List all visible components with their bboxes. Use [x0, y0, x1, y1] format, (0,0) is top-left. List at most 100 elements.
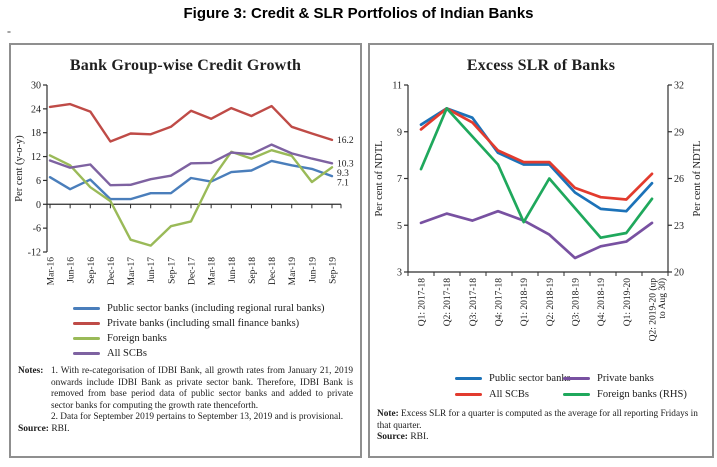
legend-item-foreign: Foreign banks	[73, 331, 360, 346]
svg-text:9: 9	[397, 127, 402, 138]
svg-text:Jun-19: Jun-19	[308, 257, 318, 283]
svg-text:Sep-17: Sep-17	[167, 257, 177, 284]
slr-chart-legend: Public sector banks Private banks All SC…	[455, 371, 712, 402]
svg-text:32: 32	[674, 81, 684, 92]
svg-text:9.3: 9.3	[337, 169, 349, 179]
note-text: Excess SLR for a quarter is computed as …	[377, 409, 698, 432]
credit-growth-panel: Bank Group-wise Credit Growth -12 -6 0 6 12 1…	[9, 43, 362, 458]
credit-chart-title: Bank Group-wise Credit Growth	[69, 57, 302, 74]
svg-text:Sep-18: Sep-18	[248, 257, 258, 284]
legend-line-icon	[455, 393, 482, 396]
legend-item-foreign: Foreign banks (RHS)	[563, 387, 712, 402]
legend-line-icon	[563, 377, 590, 380]
legend-item-private: Private banks (including small finance b…	[73, 316, 360, 331]
svg-text:7: 7	[397, 174, 402, 185]
svg-text:18: 18	[31, 128, 41, 139]
svg-text:Q1: 2017-18: Q1: 2017-18	[418, 278, 428, 327]
legend-label: All SCBs	[107, 348, 147, 359]
figure-title: Figure 3: Credit & SLR Portfolios of Ind…	[183, 5, 534, 22]
legend-label: Public sector banks (including regional …	[107, 303, 325, 314]
svg-text:Per cent (y-o-y): Per cent (y-o-y)	[14, 135, 25, 202]
legend-label: Public sector banks	[489, 373, 571, 384]
svg-text:23: 23	[674, 221, 684, 232]
legend-item-all-scbs: All SCBs	[73, 346, 360, 361]
svg-text:Sep-19: Sep-19	[329, 257, 339, 284]
legend-label: Foreign banks (RHS)	[597, 389, 687, 400]
svg-text:Q1: 2019-20: Q1: 2019-20	[623, 278, 633, 327]
svg-text:16.2: 16.2	[337, 136, 354, 146]
legend-line-icon	[73, 322, 100, 325]
legend-line-icon	[73, 337, 100, 340]
svg-text:Q1: 2018-19: Q1: 2018-19	[520, 278, 530, 327]
legend-label: Private banks (including small finance b…	[107, 318, 300, 329]
series-line-2	[48, 148, 334, 247]
svg-text:6: 6	[36, 176, 41, 187]
svg-text:-12: -12	[28, 248, 41, 259]
svg-text:Dec-18: Dec-18	[268, 257, 278, 285]
svg-text:Per cent of NDTL: Per cent of NDTL	[692, 140, 703, 216]
source-text: RBI.	[51, 424, 70, 435]
svg-text:5: 5	[397, 221, 402, 232]
slr-chart-title: Excess SLR of Banks	[466, 57, 616, 74]
series-line-1	[419, 107, 654, 201]
chart-axes: 3 5 7 9 11 20 23 26 29 32	[392, 81, 684, 279]
svg-text:Dec-16: Dec-16	[107, 257, 117, 285]
svg-text:Q3: 2018-19: Q3: 2018-19	[572, 278, 582, 327]
svg-text:Dec-17: Dec-17	[188, 257, 198, 285]
credit-chart-legend: Public sector banks (including regional …	[73, 301, 360, 361]
svg-text:24: 24	[31, 104, 41, 115]
series-line-0	[48, 159, 334, 201]
legend-line-icon	[455, 377, 482, 380]
svg-text:Jun-16: Jun-16	[67, 257, 77, 283]
series-end-labels: 16.2 10.39.37.1	[337, 136, 354, 188]
svg-text:10.3: 10.3	[337, 159, 354, 169]
svg-text:Mar-16: Mar-16	[47, 257, 57, 286]
svg-text:Q2: 2018-19: Q2: 2018-19	[546, 278, 556, 327]
legend-item-all-scbs: All SCBs	[455, 387, 563, 402]
svg-text:29: 29	[674, 127, 684, 138]
y-axis-titles: Per cent (y-o-y)	[14, 135, 25, 202]
notes-label: Notes:	[18, 366, 44, 376]
svg-text:0: 0	[36, 200, 41, 211]
svg-text:7.1: 7.1	[337, 178, 349, 188]
source-label: Source:	[377, 432, 408, 443]
series-line-3	[48, 143, 334, 187]
svg-text:20: 20	[674, 268, 684, 279]
svg-text:Mar-19: Mar-19	[288, 257, 298, 286]
credit-chart-notes: Notes: 1. With re-categorisation of IDBI…	[18, 366, 353, 424]
slr-chart-note: Note: Excess SLR for a quarter is comput…	[377, 408, 705, 432]
svg-text:Q2: 2019-20 (up: Q2: 2019-20 (up	[648, 278, 659, 342]
series-line-3	[419, 107, 654, 240]
legend-label: Private banks	[597, 373, 654, 384]
chart-axes: -12 -6 0 6 12 18 24 30	[28, 81, 342, 259]
series-line-2	[419, 209, 654, 260]
svg-text:Q2: 2017-18: Q2: 2017-18	[443, 278, 453, 327]
excess-slr-chart: 3 5 7 9 11 20 23 26 29 32 Q1: 2017-18 Q2: 2017-18 Q3…	[374, 81, 703, 342]
svg-text:Jun-18: Jun-18	[228, 257, 238, 283]
svg-text:30: 30	[31, 81, 41, 92]
svg-text:12: 12	[31, 152, 41, 163]
slr-chart-source: Source: RBI.	[377, 432, 705, 442]
credit-chart-source: Source: RBI.	[18, 424, 353, 434]
note-label: Note:	[377, 409, 399, 419]
legend-line-icon	[563, 393, 590, 396]
svg-text:Per cent of NDTL: Per cent of NDTL	[374, 140, 385, 216]
svg-text:to Aug 30): to Aug 30)	[657, 278, 668, 319]
note-item-2: 2. Data for September 2019 pertains to S…	[51, 412, 344, 423]
source-text: RBI.	[410, 432, 429, 443]
legend-line-icon	[73, 352, 100, 355]
legend-label: Foreign banks	[107, 333, 167, 344]
legend-item-private: Private banks	[563, 371, 712, 386]
legend-item-public-sector: Public sector banks	[455, 371, 571, 386]
svg-text:11: 11	[392, 81, 402, 92]
svg-text:Jun-17: Jun-17	[147, 257, 157, 283]
x-axis-labels: Mar-16 Jun-16 Sep-16 Dec-16 Mar-17 Jun-17 Sep-…	[47, 257, 339, 286]
svg-text:Q4: 2018-19: Q4: 2018-19	[597, 278, 607, 327]
y-axis-titles: Per cent of NDTL Per cent of NDTL	[374, 140, 703, 216]
svg-text:-6: -6	[33, 224, 41, 235]
credit-growth-chart: -12 -6 0 6 12 18 24 30 Mar-16 Jun-16 Sep-16 Dec-16 M…	[14, 81, 354, 286]
svg-text:Sep-16: Sep-16	[87, 257, 97, 284]
legend-line-icon	[73, 307, 100, 310]
svg-text:Q4: 2017-18: Q4: 2017-18	[495, 278, 505, 327]
svg-text:3: 3	[397, 268, 402, 279]
